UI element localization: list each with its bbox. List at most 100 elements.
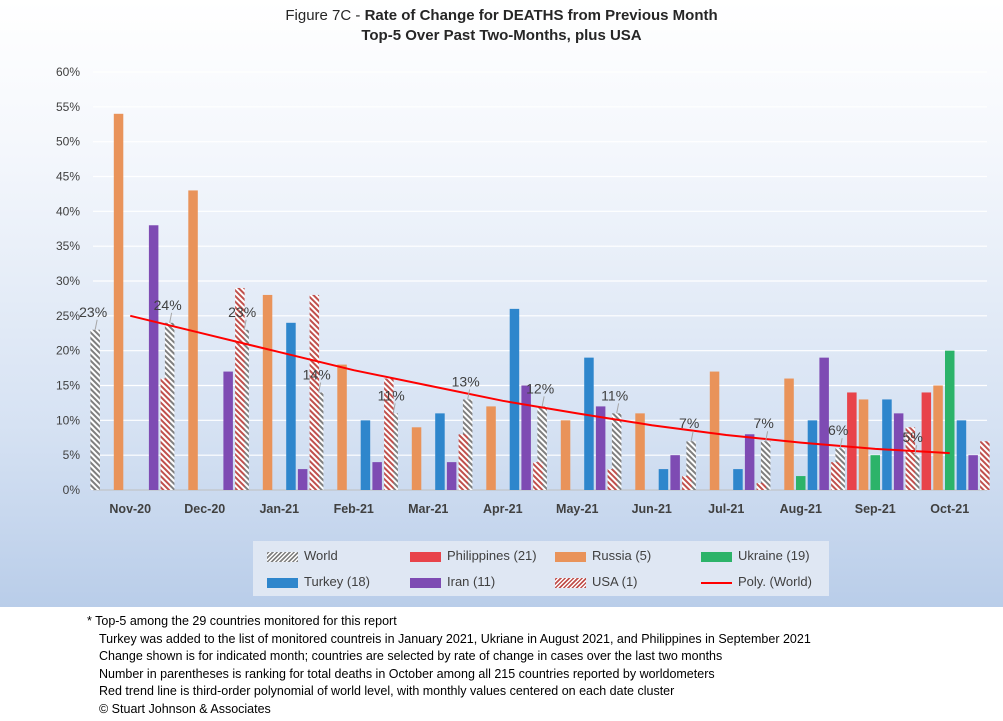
title-prefix: Figure 7C -	[285, 7, 365, 24]
bar-ukraine	[870, 455, 880, 490]
footnote: * Top-5 among the 29 countries monitored…	[87, 614, 397, 628]
bar-turkey	[584, 357, 594, 490]
bar-usa	[309, 294, 320, 490]
bar-russia	[858, 399, 869, 490]
bar-turkey	[286, 322, 296, 490]
bar-usa	[384, 378, 394, 490]
legend-label: Turkey (18)	[304, 574, 370, 589]
data-label: 12%	[526, 380, 554, 396]
bar-usa	[682, 476, 692, 490]
legend-label: Iran (11)	[447, 574, 496, 589]
y-tick-label: 0%	[63, 483, 81, 497]
x-tick-label: Mar-21	[408, 502, 448, 516]
legend-swatch-usa	[555, 577, 586, 588]
legend-swatch-trend	[701, 581, 732, 584]
x-tick-label: Nov-20	[109, 502, 151, 516]
y-tick-label: 55%	[56, 100, 80, 114]
data-label-leader	[616, 403, 620, 414]
legend-swatch-ukraine	[701, 551, 732, 562]
y-tick-label: 60%	[56, 65, 80, 79]
title-main: Rate of Change for DEATHS from Previous …	[364, 7, 718, 24]
bar-philippines	[921, 392, 932, 490]
footnotes: * Top-5 among the 29 countries monitored…	[87, 613, 811, 719]
data-label-leader	[690, 431, 694, 442]
bar-iran	[297, 469, 308, 490]
footnote: Change shown is for indicated month; cou…	[99, 649, 723, 664]
bar-turkey	[807, 420, 818, 490]
bar-russia	[337, 364, 347, 490]
y-tick-label: 30%	[56, 274, 80, 288]
bar-iran	[148, 225, 159, 490]
legend-swatch-world	[267, 551, 298, 562]
data-label-leader	[467, 389, 471, 400]
chart-area: Figure 7C - Rate of Change for DEATHS fr…	[0, 0, 1003, 607]
bar-iran	[223, 371, 233, 490]
bar-russia	[709, 371, 720, 490]
y-tick-label: 5%	[63, 448, 81, 462]
bar-turkey	[733, 469, 743, 490]
data-label-leader	[541, 396, 545, 407]
y-tick-label: 10%	[56, 413, 80, 427]
data-label-leader	[914, 445, 918, 456]
bar-russia	[635, 413, 645, 490]
bar-world	[90, 329, 100, 490]
bar-turkey	[435, 413, 445, 490]
bar-iran	[893, 413, 904, 490]
legend-swatch-iran	[410, 577, 441, 588]
x-tick-label: Dec-20	[184, 502, 225, 516]
bar-ukraine	[945, 350, 955, 490]
footnote: Number in parentheses is ranking for tot…	[99, 666, 715, 681]
y-tick-label: 20%	[56, 344, 80, 358]
legend-item-iran: Iran (11)	[410, 574, 495, 589]
bar-iran	[819, 357, 829, 490]
y-tick-label: 15%	[56, 379, 80, 393]
plot-svg: 0% 5% 10% 15% 20% 25% 30% 35% 40% 45% 50% 55% 60% No…	[56, 65, 990, 516]
bar-usa	[607, 469, 618, 490]
bar-usa	[160, 378, 171, 490]
data-label: 7%	[754, 415, 774, 431]
legend-label: World	[304, 548, 338, 563]
x-tick-label: Aug-21	[780, 502, 822, 516]
bar-usa	[980, 441, 990, 490]
legend-item-russia: Russia (5)	[555, 548, 651, 563]
legend-item-turkey: Turkey (18)	[267, 574, 370, 589]
bar-philippines	[847, 392, 857, 490]
bar-iran	[968, 455, 978, 490]
legend-item-trend: Poly. (World)	[701, 574, 812, 589]
bar-world	[537, 406, 547, 490]
bar-iran	[521, 385, 531, 490]
x-tick-label: May-21	[556, 502, 598, 516]
legend-label: Philippines (21)	[447, 548, 537, 563]
bar-turkey	[509, 308, 520, 490]
bar-turkey	[882, 399, 892, 490]
x-tick-label: Apr-21	[483, 502, 523, 516]
data-label-leader	[169, 312, 173, 323]
x-axis: Nov-20 Dec-20 Jan-21 Feb-21 Mar-21 Apr-21 May-…	[109, 502, 969, 516]
bar-russia	[188, 190, 198, 490]
footnote: Turkey was added to the list of monitore…	[99, 631, 811, 646]
bar-usa	[756, 483, 767, 490]
data-label: 23%	[228, 304, 256, 320]
x-tick-label: Sep-21	[855, 502, 896, 516]
footnote: © Stuart Johnson & Associates	[99, 701, 271, 716]
legend-item-ukraine: Ukraine (19)	[701, 548, 810, 563]
trendline	[130, 314, 950, 455]
bar-turkey	[658, 469, 669, 490]
data-label: 24%	[154, 297, 182, 313]
legend-label: Russia (5)	[592, 548, 652, 563]
bar-russia	[784, 378, 794, 490]
legend-label: Poly. (World)	[738, 574, 812, 589]
trend-line	[130, 314, 950, 455]
bar-turkey	[956, 420, 967, 490]
bar-russia	[113, 113, 124, 491]
legend-swatch-russia	[555, 551, 586, 562]
bar-world	[760, 441, 771, 490]
y-tick-label: 25%	[56, 309, 80, 323]
bar-russia	[262, 294, 273, 490]
bar-world	[686, 441, 696, 490]
bar-usa	[533, 462, 543, 490]
x-tick-label: Oct-21	[930, 502, 969, 516]
bar-iran	[670, 455, 680, 490]
data-label: 13%	[452, 373, 480, 389]
legend-label: USA (1)	[592, 574, 638, 589]
